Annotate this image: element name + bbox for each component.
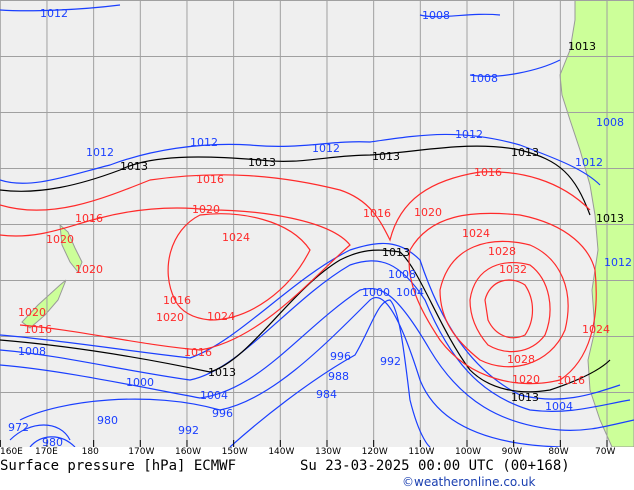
contour-label: 1016 — [184, 346, 212, 359]
contour-label: 1016 — [163, 294, 191, 307]
contour-label: 1020 — [75, 263, 103, 276]
low-pressure-isobars — [0, 4, 634, 447]
contour-label: 1012 — [40, 7, 68, 20]
contour-label: 1013 — [372, 150, 400, 163]
lon-label: 120W — [361, 447, 388, 457]
lon-label: 100W — [455, 447, 482, 457]
contour-label: 1008 — [388, 268, 416, 281]
contour-label: 1012 — [190, 136, 218, 149]
credit-link[interactable]: ©weatheronline.co.uk — [402, 475, 536, 489]
contour-label: 1012 — [86, 146, 114, 159]
contour-label: 1016 — [196, 173, 224, 186]
longitude-ticks — [0, 440, 608, 447]
contour-label: 1004 — [545, 400, 573, 413]
new-zealand-north — [59, 223, 83, 273]
lon-label: 70W — [595, 447, 616, 457]
contour-label: 992 — [178, 424, 199, 437]
contour-label: 1013 — [382, 246, 410, 259]
contour-label: 1000 — [126, 376, 154, 389]
contour-label: 1013 — [511, 391, 539, 404]
contour-label: 1008 — [470, 72, 498, 85]
contour-label: 1032 — [499, 263, 527, 276]
contour-label: 1024 — [462, 227, 490, 240]
valid-time: Su 23-03-2025 00:00 UTC (00+168) — [300, 458, 570, 474]
contour-label: 1016 — [75, 212, 103, 225]
contour-label: 1024 — [582, 323, 610, 336]
land — [21, 0, 634, 447]
contour-label: 1012 — [575, 156, 603, 169]
contour-label: 1013 — [596, 212, 624, 225]
lon-label: 160W — [174, 447, 202, 457]
contour-label: 1020 — [46, 233, 74, 246]
contour-label: 1020 — [192, 203, 220, 216]
lon-label: 170E — [34, 447, 58, 457]
contour-label: 1024 — [222, 231, 250, 244]
contour-label: 988 — [328, 370, 349, 383]
contour-label: 996 — [212, 407, 233, 420]
contour-label: 972 — [8, 421, 29, 434]
contour-label: 1020 — [18, 306, 46, 319]
contour-label: 1008 — [18, 345, 46, 358]
contour-label: 1020 — [156, 311, 184, 324]
contour-label: 1000 — [362, 286, 390, 299]
contour-label: 1004 — [396, 286, 424, 299]
contour-label: 1012 — [312, 142, 340, 155]
reference-1013-isobar — [0, 145, 611, 393]
contour-label: 1008 — [596, 116, 624, 129]
contour-label: 1013 — [568, 40, 596, 53]
contour-label: 1008 — [422, 9, 450, 22]
contour-label: 984 — [316, 388, 337, 401]
contour-label: 1012 — [604, 256, 632, 269]
contour-label: 1028 — [507, 353, 535, 366]
lon-label: 80W — [548, 447, 569, 457]
contour-label: 1016 — [363, 207, 391, 220]
new-zealand-south — [21, 279, 67, 329]
contour-label: 1012 — [455, 128, 483, 141]
lon-label: 110W — [408, 447, 435, 457]
chart-title: Surface pressure [hPa] ECMWF — [0, 458, 237, 474]
contour-label: 1020 — [414, 206, 442, 219]
high-pressure-isobars — [0, 171, 597, 385]
contour-label: 980 — [97, 414, 118, 427]
contour-label: 1016 — [24, 323, 52, 336]
contour-label: 1024 — [207, 310, 235, 323]
lon-label: 160E — [0, 447, 23, 457]
contour-label: 1013 — [511, 146, 539, 159]
contour-label: 1013 — [248, 156, 276, 169]
contour-label: 1016 — [474, 166, 502, 179]
contour-label: 1013 — [208, 366, 236, 379]
contour-label: 992 — [380, 355, 401, 368]
contour-label: 1013 — [120, 160, 148, 173]
contour-label: 1016 — [557, 374, 585, 387]
lon-label: 170W — [128, 447, 155, 457]
lon-label: 140W — [268, 447, 295, 457]
contour-label: 1020 — [512, 373, 540, 386]
lon-label: 90W — [501, 447, 523, 457]
contour-label: 1028 — [488, 245, 516, 258]
contour-label: 1004 — [200, 389, 228, 402]
lon-label: 180 — [81, 447, 99, 457]
contour-label: 996 — [330, 350, 351, 363]
lon-label: 150W — [221, 447, 248, 457]
contour-label: 980 — [42, 436, 63, 447]
surface-pressure-map: 1012 1008 1008 1012 1012 1012 1008 1012 … — [0, 0, 634, 447]
ocean-background — [0, 0, 634, 447]
lon-label: 130W — [314, 447, 342, 457]
